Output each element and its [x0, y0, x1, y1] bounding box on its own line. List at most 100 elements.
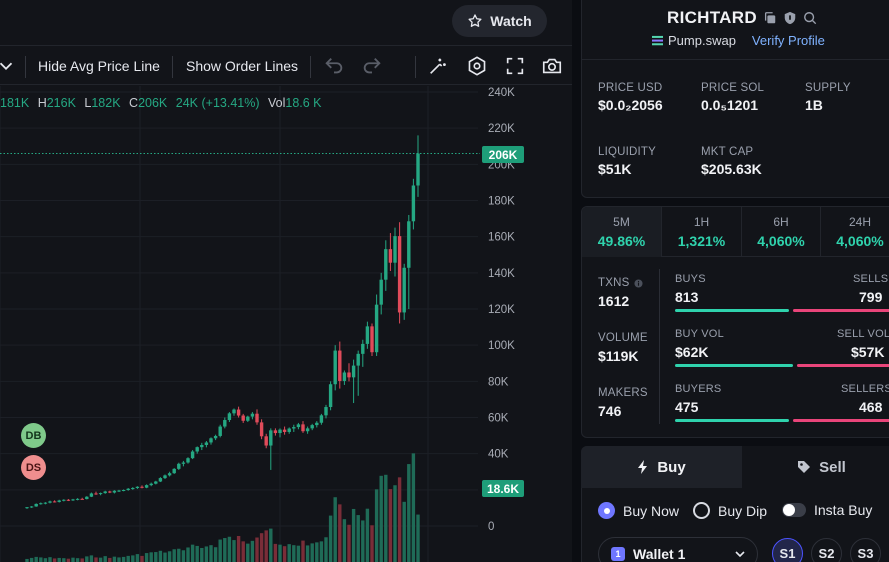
- volume-bar: [407, 464, 411, 562]
- volume-bar: [48, 557, 52, 562]
- preset-s2-button[interactable]: S2: [811, 538, 842, 562]
- legend-low: 182K: [91, 96, 121, 110]
- legend-vol-label: Vol: [267, 96, 286, 110]
- y-tick-label: 40K: [488, 449, 509, 461]
- shield-icon[interactable]: [783, 11, 797, 25]
- volume-bar: [227, 536, 232, 562]
- candle-body: [167, 473, 172, 476]
- candle-body: [71, 499, 75, 501]
- tab-6h-label: 6H: [773, 215, 789, 229]
- dev-sell-marker[interactable]: DS: [21, 455, 46, 480]
- volume-bar: [200, 547, 204, 562]
- tab-1h-label: 1H: [693, 215, 710, 229]
- info-icon[interactable]: [634, 278, 644, 288]
- buy-dip-radio[interactable]: [693, 502, 710, 519]
- volume-bar: [98, 557, 103, 562]
- volume-bar: [149, 552, 153, 562]
- search-icon[interactable]: [803, 11, 817, 25]
- tab-buy[interactable]: Buy: [581, 446, 742, 488]
- candle-body: [181, 462, 186, 464]
- volume-bar: [131, 555, 135, 562]
- candle-body: [365, 326, 370, 344]
- undo-icon[interactable]: [322, 54, 346, 78]
- show-order-lines-button[interactable]: Show Order Lines: [186, 58, 299, 74]
- chart-canvas[interactable]: 240K220K200K180K160K140K120K100K80K60K40…: [0, 86, 572, 562]
- volume-bar: [218, 539, 222, 562]
- candle-body: [43, 502, 48, 504]
- dev-buy-marker[interactable]: DB: [21, 423, 46, 448]
- volume-bar: [232, 540, 236, 562]
- candle-body: [264, 436, 268, 446]
- volume-bar: [121, 556, 126, 562]
- volume-bar: [186, 547, 190, 562]
- watch-button[interactable]: Watch: [452, 5, 547, 37]
- sell-vol-value: $57K: [851, 344, 885, 360]
- buyers-label: BUYERS: [675, 383, 722, 395]
- fullscreen-icon[interactable]: [503, 54, 527, 78]
- dex-link[interactable]: Pump.swap: [652, 33, 736, 48]
- mkt-cap-value: $205.63K: [701, 161, 762, 177]
- tab-6h[interactable]: 6H 4,060%: [742, 207, 820, 257]
- watch-label: Watch: [490, 13, 532, 29]
- settings-icon[interactable]: [465, 54, 489, 78]
- volume-bar: [103, 556, 107, 562]
- price-chart[interactable]: 240K 220K 200K 180K 160K 140K 120K 100K 80K 60K 40…: [0, 86, 572, 562]
- volume-bar: [296, 545, 301, 562]
- volume-bar: [287, 544, 291, 562]
- wallet-label: Wallet 1: [633, 546, 686, 562]
- volume-bar: [43, 558, 48, 562]
- candle-body: [361, 343, 365, 354]
- candle-body: [29, 506, 34, 508]
- volume-bar: [57, 557, 61, 562]
- volume-bar: [384, 474, 388, 562]
- star-icon: [468, 14, 482, 27]
- candle-body: [384, 249, 388, 280]
- volume-bar: [416, 514, 420, 562]
- candle-body: [402, 267, 406, 313]
- redo-icon[interactable]: [360, 54, 384, 78]
- candle-body: [227, 413, 232, 421]
- candle-body: [149, 483, 153, 486]
- hide-avg-price-line-button[interactable]: Hide Avg Price Line: [38, 58, 160, 74]
- candle-body: [190, 451, 195, 459]
- chevron-down-icon[interactable]: [0, 54, 18, 78]
- tab-5m[interactable]: 5M 49.86%: [582, 207, 661, 257]
- tab-24h-label: 24H: [848, 215, 871, 229]
- candle-body: [135, 486, 140, 489]
- verify-profile-link[interactable]: Verify Profile: [751, 33, 825, 48]
- candle-body: [126, 488, 130, 491]
- magic-wand-icon[interactable]: [426, 54, 450, 78]
- legend-high: 216K: [46, 96, 76, 110]
- candle-body: [296, 424, 301, 428]
- buy-now-radio[interactable]: [598, 502, 615, 519]
- volume-bar: [241, 541, 245, 562]
- volume-bar: [190, 544, 195, 562]
- tab-sell[interactable]: Sell: [742, 446, 889, 488]
- buy-now-option[interactable]: Buy Now: [598, 502, 679, 519]
- candle-body: [223, 420, 227, 427]
- volume-bar: [365, 508, 370, 562]
- tab-24h[interactable]: 24H 4,060%: [821, 207, 889, 257]
- insta-buy-toggle[interactable]: [782, 503, 806, 517]
- candle-body: [154, 481, 158, 484]
- toolbar-divider: [310, 56, 311, 78]
- candle-body: [204, 442, 209, 445]
- wallet-select[interactable]: 1 Wallet 1: [598, 537, 758, 562]
- preset-s1-button[interactable]: S1: [772, 538, 803, 562]
- volume-bar: [338, 504, 342, 562]
- y-tick-label: 160K: [488, 232, 515, 244]
- camera-icon[interactable]: [540, 54, 564, 78]
- volume-bar: [126, 555, 130, 562]
- preset-s3-button[interactable]: S3: [850, 538, 881, 562]
- insta-buy-option[interactable]: Insta Buy: [782, 502, 872, 518]
- volume-bar: [144, 553, 149, 562]
- tab-5m-value: 49.86%: [597, 233, 646, 249]
- tab-1h[interactable]: 1H 1,321%: [662, 207, 741, 257]
- buy-dip-option[interactable]: Buy Dip: [693, 502, 767, 519]
- candle-body: [407, 221, 411, 268]
- copy-icon[interactable]: [763, 11, 777, 25]
- candle-body: [393, 236, 397, 263]
- tab-24h-value: 4,060%: [836, 233, 884, 249]
- candle-body: [333, 350, 337, 385]
- buy-vol-value: $62K: [675, 344, 709, 360]
